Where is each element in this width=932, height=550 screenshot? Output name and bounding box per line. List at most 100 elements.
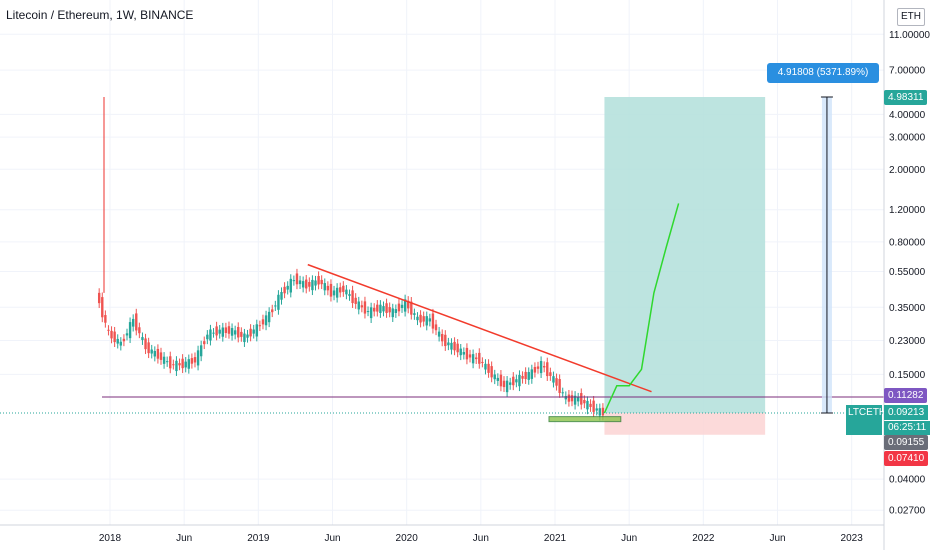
candle-body: [583, 399, 586, 404]
candle-body: [441, 334, 444, 342]
candle-body: [280, 292, 283, 300]
candle-body: [428, 318, 432, 322]
candle-body: [227, 326, 231, 334]
price-tick-label: 0.55000: [889, 267, 926, 278]
time-tick-label: 2023: [841, 533, 864, 544]
candle-body: [413, 313, 416, 315]
candle-body: [193, 357, 197, 363]
candle-body: [107, 329, 110, 331]
price-tick-label: 0.04000: [889, 475, 926, 486]
candle-body: [308, 281, 311, 287]
candle-body: [400, 304, 404, 309]
time-tick-label: Jun: [473, 533, 489, 544]
candle-body: [542, 366, 546, 368]
candle-body: [431, 313, 435, 329]
candle-body: [255, 324, 258, 337]
candle-body: [199, 345, 203, 357]
candle-body: [196, 350, 200, 366]
price-tick-label: 0.80000: [889, 237, 926, 248]
support-price-label: 0.11282: [884, 388, 928, 403]
candle-body: [515, 379, 518, 383]
time-tick-label: Jun: [324, 533, 340, 544]
candle-body: [502, 380, 506, 388]
candle-body: [249, 328, 252, 337]
candle-body: [128, 322, 132, 339]
candle-body: [230, 328, 234, 336]
candle-body: [592, 400, 595, 412]
candle-body: [165, 361, 169, 363]
candle-body: [159, 352, 163, 360]
candle-body: [203, 341, 206, 345]
candle-body: [403, 299, 407, 312]
candle-body: [125, 333, 129, 336]
candle-body: [119, 341, 123, 346]
candle-body: [465, 347, 469, 360]
candle-body: [224, 327, 228, 333]
price-tick-label: 1.20000: [889, 205, 926, 216]
candle-body: [391, 308, 394, 318]
candle-body: [190, 358, 194, 364]
candle-body: [527, 372, 530, 380]
time-tick-label: Jun: [176, 533, 192, 544]
candle-body: [147, 342, 150, 354]
candle-body: [122, 338, 126, 342]
candle-body: [264, 315, 268, 326]
price-tick-label: 4.00000: [889, 110, 926, 121]
candle-body: [339, 287, 342, 293]
projection-path: [603, 203, 680, 414]
candle-body: [345, 289, 348, 295]
candle-body: [212, 332, 215, 334]
candle-body: [512, 376, 515, 386]
candle-body: [351, 290, 354, 304]
candle-body: [329, 283, 333, 297]
candle-body: [187, 359, 191, 369]
candle-body: [567, 394, 571, 402]
candle-body: [518, 374, 521, 387]
candle-body: [218, 329, 221, 334]
candle-body: [305, 279, 308, 289]
candle-body: [407, 300, 410, 309]
price-tick-label: 0.23000: [889, 336, 926, 347]
candle-body: [184, 361, 187, 368]
resistance-trendline: [307, 263, 652, 393]
measure-callout: 4.91808 (5371.89%) 491808: [767, 63, 879, 98]
candle-body: [215, 326, 218, 336]
candle-body: [573, 395, 577, 405]
candle-body: [369, 307, 373, 319]
candle-body: [289, 278, 292, 293]
candle-body: [521, 375, 524, 379]
candle-body: [175, 360, 178, 372]
symbol-label: LTCETH: [846, 405, 886, 435]
last-price-label: 0.09213: [884, 405, 929, 420]
candle-body: [589, 403, 592, 407]
candle-body: [496, 377, 500, 381]
candle-body: [416, 316, 419, 321]
candle-body: [342, 285, 345, 292]
candle-body: [150, 349, 153, 354]
candle-body: [434, 324, 438, 331]
candle-body: [474, 357, 478, 360]
symbol-text: LTCETH: [848, 407, 887, 418]
candle-body: [301, 281, 305, 288]
candle-body: [366, 311, 370, 313]
currency-selector[interactable]: ETH: [897, 8, 925, 26]
candle-body: [576, 397, 580, 402]
candle-body: [131, 318, 135, 327]
candle-body: [246, 334, 249, 338]
candle-body: [425, 316, 428, 326]
candle-body: [419, 314, 422, 323]
candle-body: [162, 356, 166, 364]
stop-price-label: 0.07410: [884, 451, 929, 466]
low-price-label: 0.09155: [884, 435, 929, 450]
candle-body: [524, 371, 527, 380]
candle-body: [144, 338, 147, 350]
candle-body: [323, 283, 326, 291]
candle-body: [456, 343, 459, 353]
candle-body: [394, 309, 398, 314]
candle-body: [539, 361, 543, 374]
candle-body: [97, 292, 101, 304]
candle-body: [138, 327, 141, 334]
candle-body: [240, 331, 243, 337]
candle-body: [110, 330, 113, 339]
